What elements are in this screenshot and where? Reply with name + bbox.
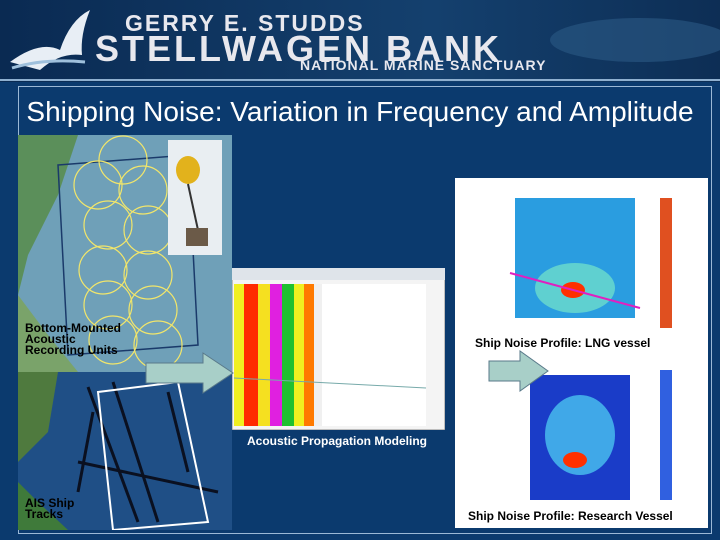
header-banner	[0, 0, 720, 82]
header-line2: STELLWAGEN BANK	[95, 28, 503, 69]
slide-title: Shipping Noise: Variation in Frequency a…	[26, 96, 694, 127]
propagation-model-image	[232, 268, 445, 430]
research-label: Ship Noise Profile: Research Vessel	[468, 509, 673, 523]
header-line3: NATIONAL MARINE SANCTUARY	[300, 57, 547, 73]
modeling-label: Acoustic Propagation Modeling	[247, 434, 428, 448]
research-profile-image	[455, 355, 708, 528]
header-line1: GERRY E. STUDDS	[125, 10, 365, 36]
lng-label: Ship Noise Profile: LNG vessel	[475, 336, 651, 350]
buoy-image	[168, 140, 222, 255]
lng-profile-image	[455, 178, 708, 355]
ais-map	[18, 372, 232, 530]
recorders-label: Bottom-Mounted Acoustic Recording Units	[25, 321, 121, 357]
ais-label: AIS Ship Tracks	[25, 496, 75, 521]
arrow	[488, 350, 549, 392]
arrow	[145, 352, 234, 394]
